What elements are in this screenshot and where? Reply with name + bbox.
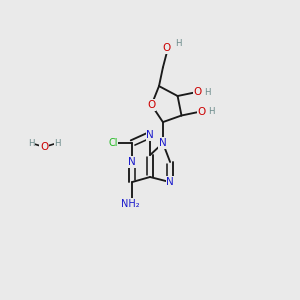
Text: NH₂: NH₂ <box>121 199 140 209</box>
Text: H: H <box>28 139 34 148</box>
Text: O: O <box>147 100 156 110</box>
Text: N: N <box>146 130 154 140</box>
Text: H: H <box>54 139 61 148</box>
Text: Cl: Cl <box>108 138 118 148</box>
Text: H: H <box>175 39 181 48</box>
Text: N: N <box>166 177 174 187</box>
Text: H: H <box>208 107 215 116</box>
Text: O: O <box>194 87 202 97</box>
Text: O: O <box>40 142 48 152</box>
Text: O: O <box>198 106 206 117</box>
Text: N: N <box>128 157 136 167</box>
Text: H: H <box>204 88 211 97</box>
Text: O: O <box>162 43 171 53</box>
Text: N: N <box>159 138 167 148</box>
